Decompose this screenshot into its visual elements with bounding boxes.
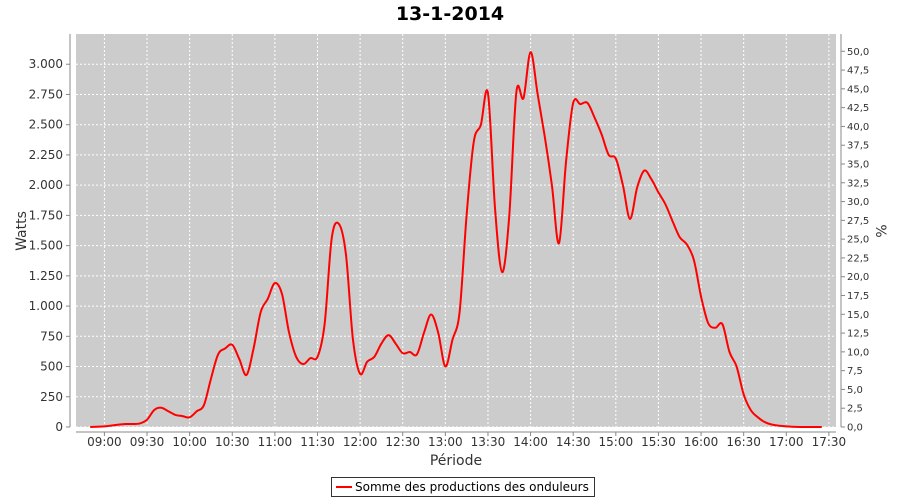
y2-tick-label: 7,5 — [847, 366, 863, 377]
y2-tick-label: 25,0 — [847, 235, 869, 246]
y-tick-label: 2.500 — [29, 118, 63, 132]
y-tick-label: 1.000 — [29, 299, 63, 313]
plot-area — [76, 34, 836, 427]
y-tick-label: 2.250 — [29, 148, 63, 162]
x-axis-label: Période — [430, 453, 482, 469]
y2-tick-label: 20,0 — [847, 272, 869, 283]
x-axis-ticks: 09:00 09:30 10:00 10:30 11:00 11:30 12:00 12:30… — [87, 432, 846, 449]
y2-tick-label: 45,0 — [847, 84, 869, 95]
y2-tick-label: 0,0 — [847, 423, 863, 434]
y-tick-label: 1.500 — [29, 239, 63, 253]
y-tick-label: 250 — [40, 390, 63, 404]
x-tick-label: 13:00 — [428, 435, 463, 449]
y-axis-label: Watts — [14, 211, 30, 251]
x-gridlines — [103, 34, 830, 427]
y2-axis-label: % — [872, 224, 888, 237]
y2-tick-label: 17,5 — [847, 291, 869, 302]
chart-title: 13-1-2014 — [395, 3, 505, 25]
y2-tick-label: 10,0 — [847, 347, 869, 358]
y-tick-label: 0 — [55, 420, 63, 434]
x-tick-label: 17:30 — [812, 435, 847, 449]
series-line — [90, 51, 822, 429]
y-gridlines — [76, 63, 836, 428]
x-tick-label: 16:00 — [684, 435, 719, 449]
legend-swatch — [336, 486, 352, 488]
legend: Somme des productions des onduleurs — [331, 477, 595, 497]
x-tick-label: 11:00 — [258, 435, 293, 449]
x-tick-label: 14:00 — [513, 435, 548, 449]
y2-tick-label: 42,5 — [847, 103, 869, 114]
y-tick-label: 1.250 — [29, 269, 63, 283]
legend-label: Somme des productions des onduleurs — [355, 480, 589, 494]
y2-tick-label: 50,0 — [847, 47, 869, 58]
y2-tick-label: 5,0 — [847, 385, 863, 396]
x-tick-label: 11:30 — [300, 435, 335, 449]
y2-axis-ticks: 0,0 2,5 5,0 7,5 10,0 12,5 15,0 17,5 20,0 22,5 25,0… — [841, 47, 869, 434]
y-tick-label: 1.750 — [29, 208, 63, 222]
y2-tick-label: 37,5 — [847, 141, 869, 152]
y2-tick-label: 47,5 — [847, 66, 869, 77]
y-axis-ticks: 0 250 500 750 1.000 1.250 1.500 1.750 2.000 2.250… — [29, 57, 70, 434]
y-tick-label: 2.750 — [29, 87, 63, 101]
y2-tick-label: 40,0 — [847, 122, 869, 133]
x-tick-label: 14:30 — [556, 435, 591, 449]
y2-tick-label: 2,5 — [847, 404, 863, 415]
y-tick-label: 3.000 — [29, 57, 63, 71]
y2-tick-label: 32,5 — [847, 178, 869, 189]
x-tick-label: 15:30 — [641, 435, 676, 449]
x-tick-label: 13:30 — [471, 435, 506, 449]
x-tick-label: 15:00 — [599, 435, 634, 449]
x-tick-label: 12:30 — [385, 435, 420, 449]
x-tick-label: 16:30 — [726, 435, 761, 449]
y2-tick-label: 27,5 — [847, 216, 869, 227]
x-tick-label: 12:00 — [343, 435, 378, 449]
y2-tick-label: 30,0 — [847, 197, 869, 208]
y-tick-label: 750 — [40, 329, 63, 343]
y2-tick-label: 15,0 — [847, 310, 869, 321]
y2-tick-label: 12,5 — [847, 329, 869, 340]
y-tick-label: 500 — [40, 360, 63, 374]
x-tick-label: 09:30 — [130, 435, 165, 449]
x-tick-label: 09:00 — [87, 435, 122, 449]
y2-tick-label: 35,0 — [847, 159, 869, 170]
y2-tick-label: 22,5 — [847, 253, 869, 264]
x-tick-label: 10:30 — [215, 435, 250, 449]
y-tick-label: 2.000 — [29, 178, 63, 192]
x-tick-label: 10:00 — [172, 435, 207, 449]
x-tick-label: 17:00 — [769, 435, 804, 449]
